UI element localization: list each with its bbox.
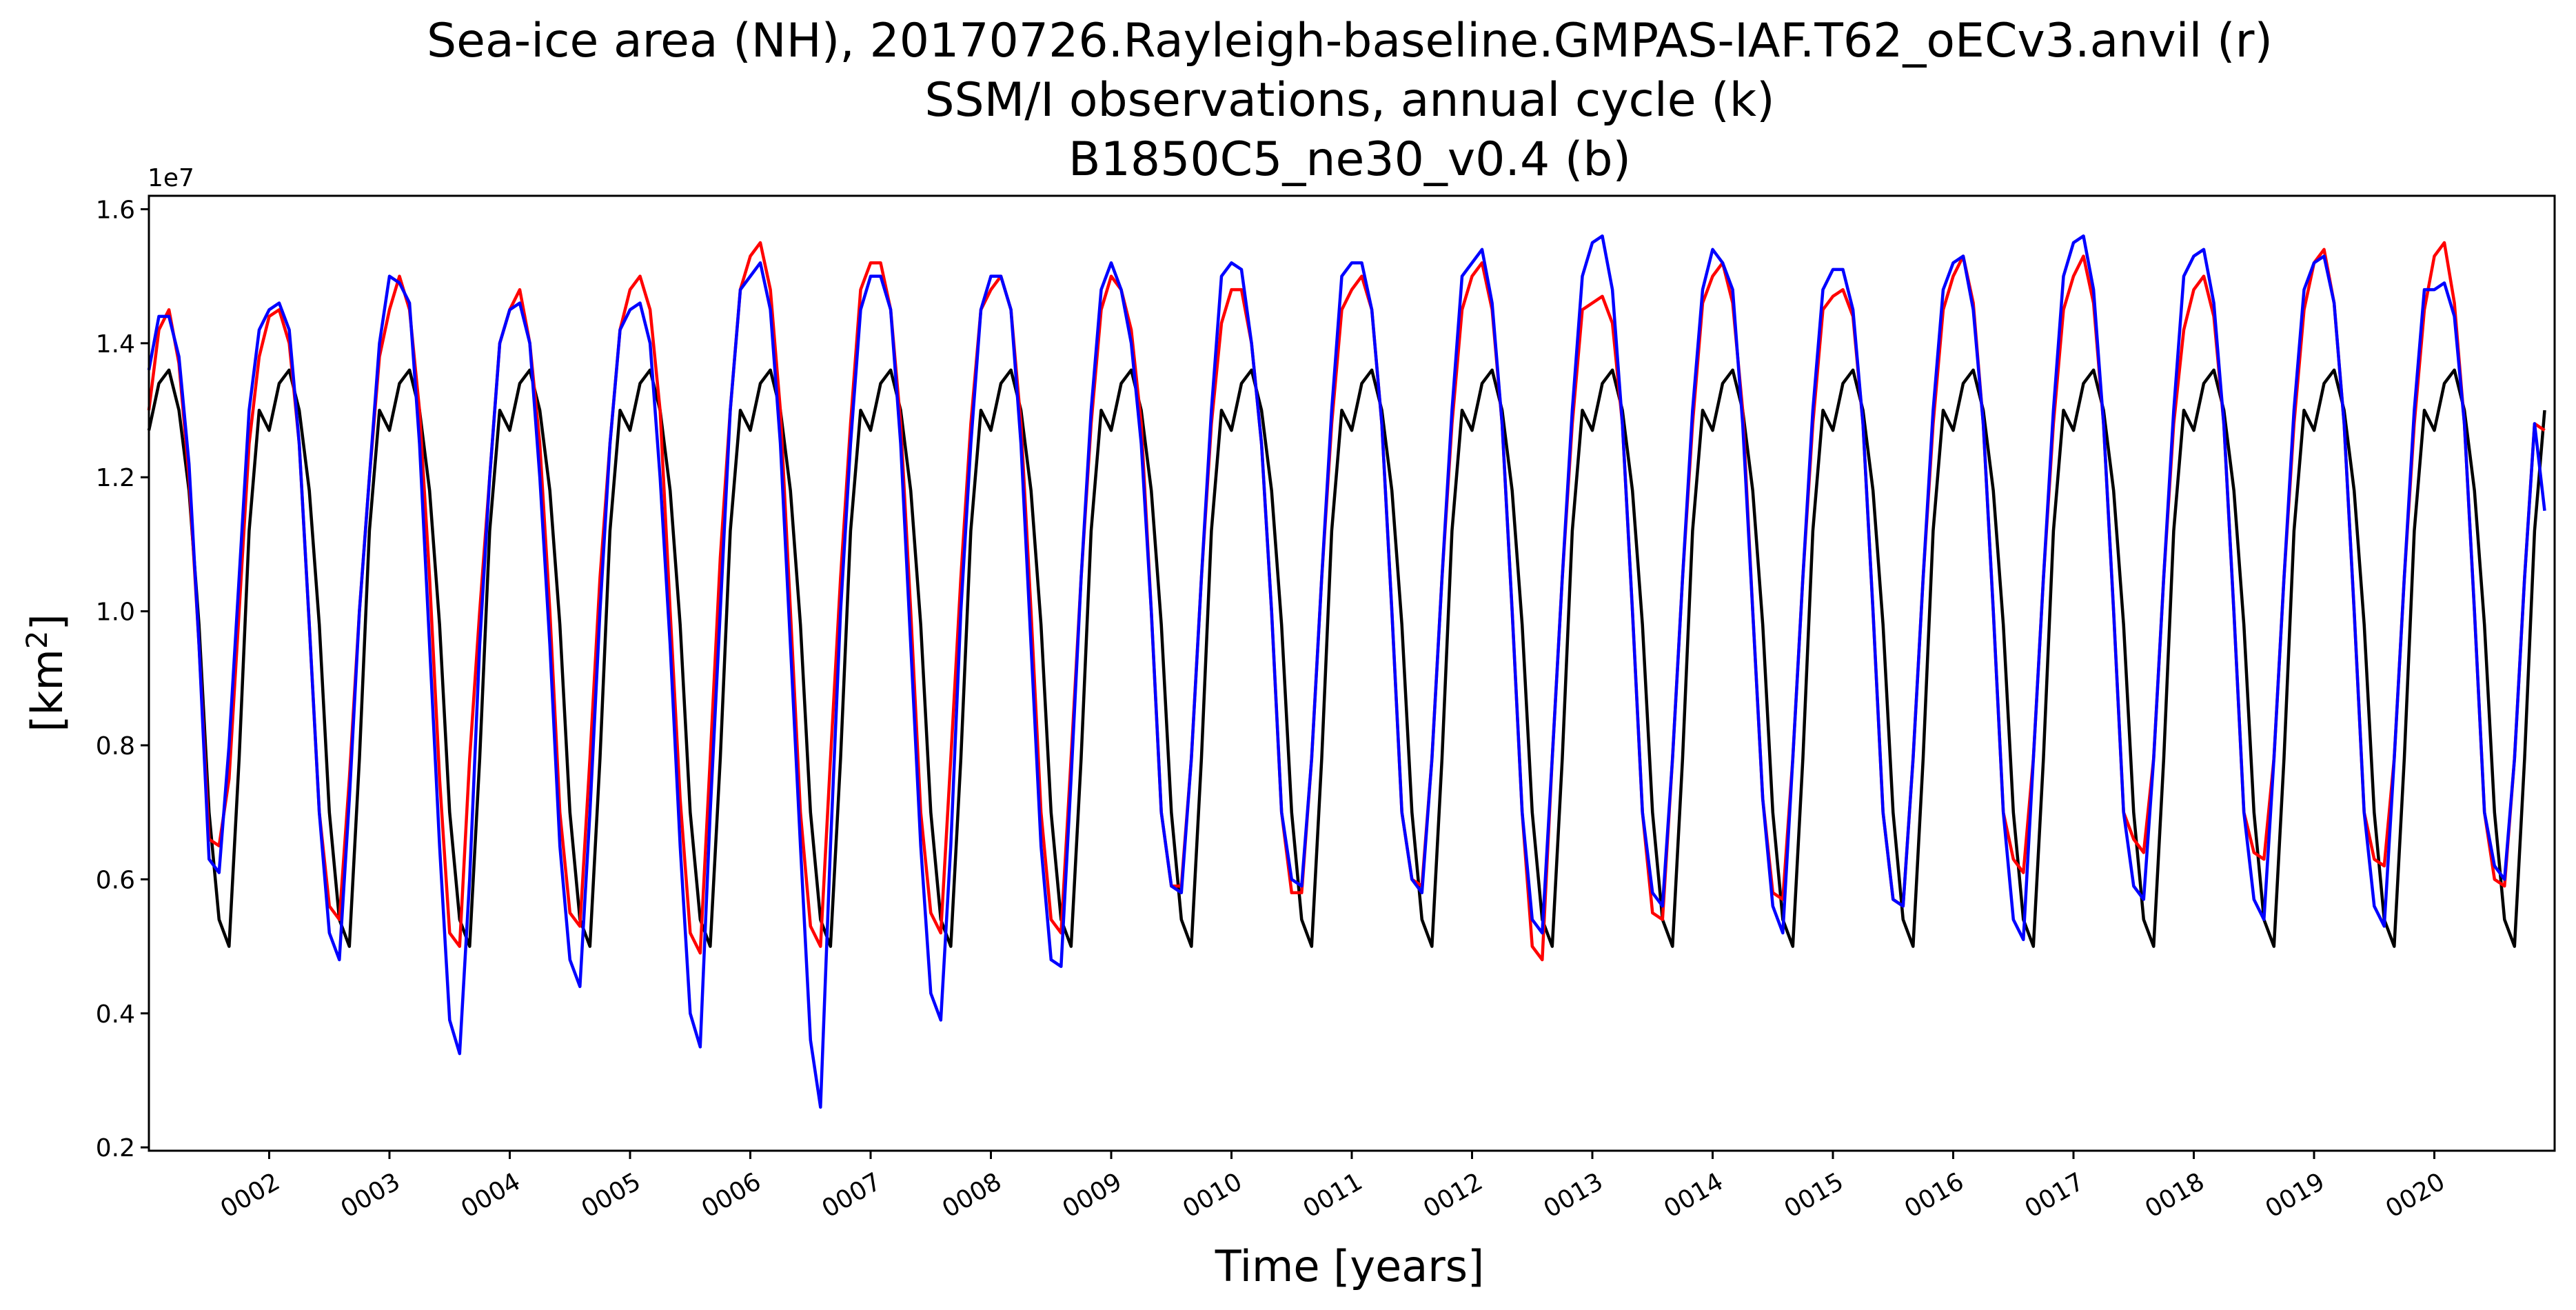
y-tick-label: 0.6 <box>96 866 135 894</box>
y-tick-label: 1.6 <box>96 196 135 224</box>
y-axis-title-suffix: ] <box>22 614 72 630</box>
y-tick-label: 0.8 <box>96 732 135 760</box>
chart-title-line-3: B1850C5_ne30_v0.4 (b) <box>1068 132 1631 187</box>
x-axis-title: Time [years] <box>1215 1241 1484 1291</box>
chart-title-line-1: Sea-ice area (NH), 20170726.Rayleigh-bas… <box>427 14 2273 68</box>
series-line-0 <box>147 368 2546 948</box>
y-axis-title-exponent: 2 <box>20 630 54 649</box>
y-tick-label: 0.2 <box>96 1134 135 1162</box>
y-tick-label: 1.2 <box>96 464 135 492</box>
series-line-2 <box>147 234 2546 1109</box>
y-tick-label: 1.0 <box>96 598 135 627</box>
y-tick-label: 0.4 <box>96 1000 135 1029</box>
y-offset-label: 1e7 <box>148 164 194 192</box>
y-axis: 0.2 0.4 0.6 0.8 1.0 1.2 1.4 1.6 <box>96 196 149 1162</box>
series-layer <box>147 234 2546 1109</box>
y-tick-label: 1.4 <box>96 330 135 359</box>
plot-frame <box>148 194 2556 1152</box>
y-axis-title: [km2] <box>20 614 72 732</box>
series-line-1 <box>147 241 2546 962</box>
y-axis-title-prefix: [km <box>22 649 72 732</box>
chart-title-line-2: SSM/I observations, annual cycle (k) <box>924 73 1774 128</box>
